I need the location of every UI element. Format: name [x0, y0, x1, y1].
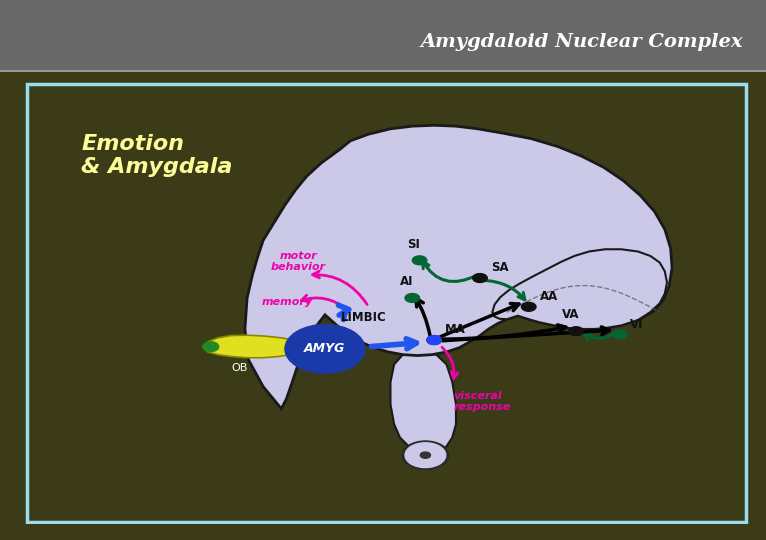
Circle shape: [522, 302, 536, 311]
Text: VI: VI: [630, 318, 643, 330]
Text: Amygdaloid Nuclear Complex: Amygdaloid Nuclear Complex: [421, 32, 743, 51]
Polygon shape: [245, 125, 672, 409]
FancyArrowPatch shape: [443, 327, 610, 341]
Circle shape: [405, 294, 420, 302]
FancyArrowPatch shape: [483, 280, 525, 300]
Circle shape: [421, 452, 430, 458]
Circle shape: [568, 327, 584, 335]
Text: AA: AA: [539, 291, 558, 303]
Circle shape: [473, 274, 487, 282]
Text: SA: SA: [491, 261, 509, 274]
Text: OB: OB: [231, 363, 248, 373]
Circle shape: [427, 335, 441, 345]
Circle shape: [285, 325, 365, 373]
Circle shape: [612, 330, 627, 339]
Polygon shape: [204, 335, 318, 357]
FancyArrowPatch shape: [339, 305, 349, 320]
FancyArrowPatch shape: [443, 325, 566, 339]
Circle shape: [427, 335, 441, 345]
Text: visceral
response: visceral response: [453, 391, 511, 412]
FancyArrowPatch shape: [584, 333, 614, 340]
Text: MA: MA: [445, 323, 466, 336]
FancyArrowPatch shape: [313, 271, 367, 305]
Text: AMYG: AMYG: [304, 342, 345, 355]
Text: VA: VA: [561, 308, 579, 321]
Text: LIMBIC: LIMBIC: [341, 312, 386, 325]
Text: Emotion
& Amygdala: Emotion & Amygdala: [81, 134, 233, 177]
Circle shape: [402, 441, 449, 469]
FancyArrowPatch shape: [423, 261, 477, 281]
FancyArrowPatch shape: [416, 298, 430, 335]
Polygon shape: [391, 353, 456, 454]
FancyArrowPatch shape: [442, 347, 458, 379]
FancyArrowPatch shape: [372, 339, 417, 349]
Text: memory: memory: [262, 298, 313, 307]
Polygon shape: [493, 249, 667, 329]
FancyArrowPatch shape: [296, 342, 315, 348]
FancyArrowPatch shape: [302, 295, 349, 310]
Circle shape: [412, 256, 427, 265]
Text: SI: SI: [408, 238, 421, 251]
Circle shape: [405, 443, 446, 468]
Text: AI: AI: [400, 275, 413, 288]
Text: motor
behavior: motor behavior: [270, 252, 326, 272]
FancyArrowPatch shape: [440, 303, 519, 337]
Ellipse shape: [203, 342, 219, 352]
